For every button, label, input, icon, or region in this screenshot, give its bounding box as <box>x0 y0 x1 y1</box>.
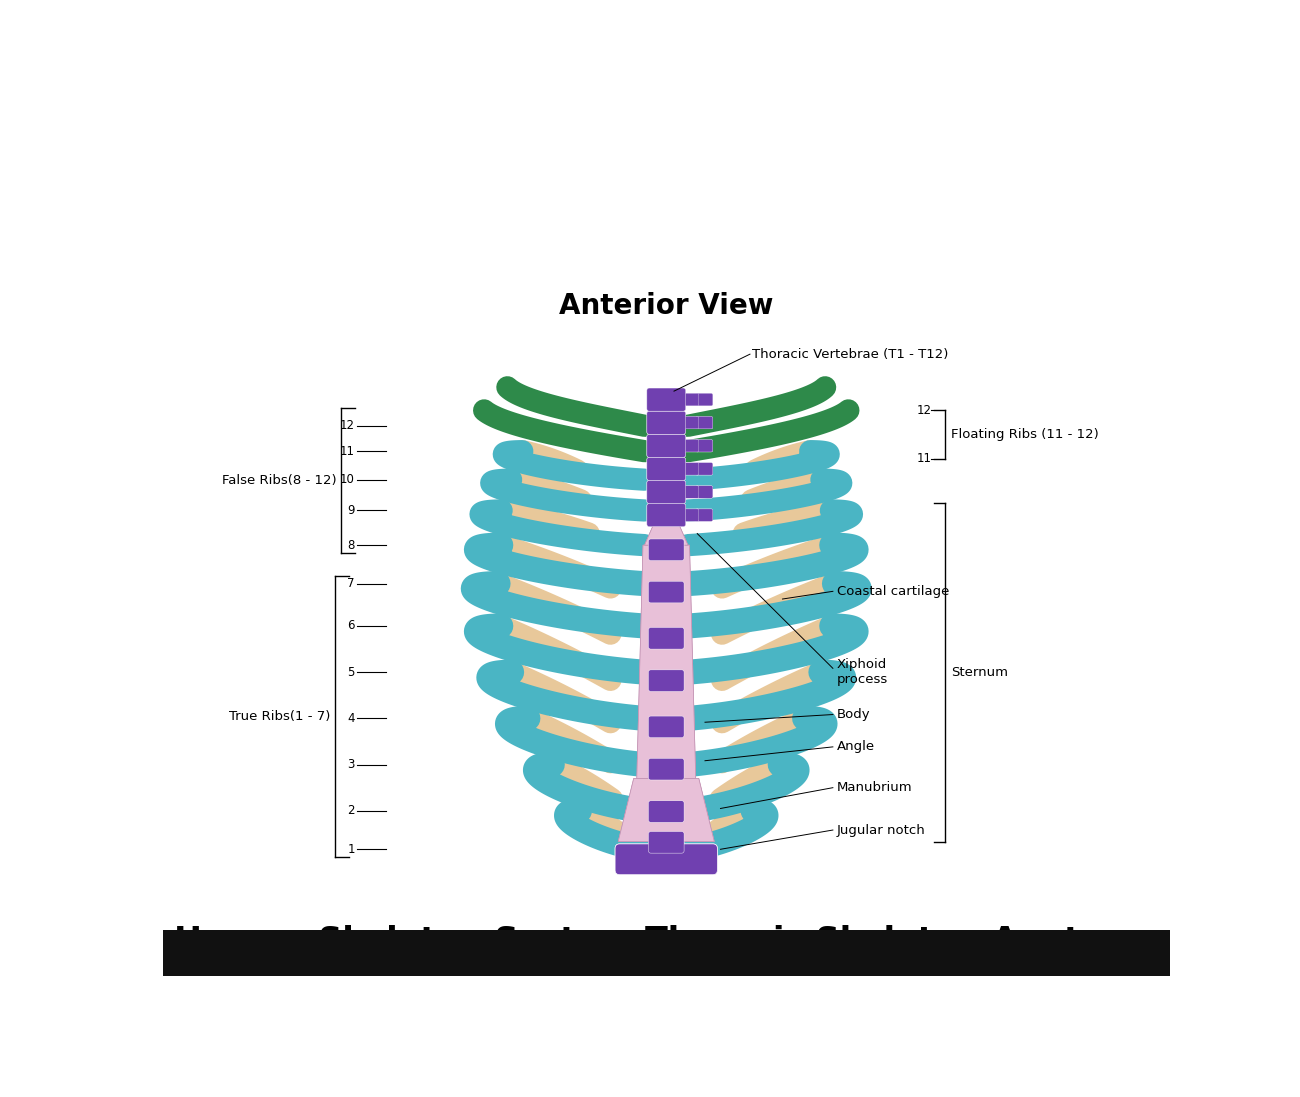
Text: 3: 3 <box>347 758 355 771</box>
FancyBboxPatch shape <box>649 716 684 737</box>
FancyBboxPatch shape <box>647 388 685 411</box>
FancyBboxPatch shape <box>681 509 699 521</box>
Text: 6: 6 <box>347 620 355 633</box>
Text: 4: 4 <box>347 712 355 725</box>
FancyBboxPatch shape <box>696 394 712 406</box>
FancyBboxPatch shape <box>681 417 699 429</box>
FancyBboxPatch shape <box>696 509 712 521</box>
Text: 5: 5 <box>347 666 355 679</box>
Text: Thoracic Vertebrae (T1 - T12): Thoracic Vertebrae (T1 - T12) <box>751 348 948 361</box>
FancyBboxPatch shape <box>647 388 685 411</box>
FancyBboxPatch shape <box>681 394 699 406</box>
FancyBboxPatch shape <box>647 504 685 527</box>
Polygon shape <box>645 502 688 545</box>
FancyBboxPatch shape <box>649 716 684 737</box>
FancyBboxPatch shape <box>696 463 712 475</box>
FancyBboxPatch shape <box>696 440 712 452</box>
FancyBboxPatch shape <box>681 440 699 452</box>
Text: 8: 8 <box>347 539 355 552</box>
Text: True Ribs(1 - 7): True Ribs(1 - 7) <box>229 710 330 723</box>
FancyBboxPatch shape <box>647 411 685 434</box>
FancyBboxPatch shape <box>649 581 684 603</box>
FancyBboxPatch shape <box>649 832 684 853</box>
Text: Xiphoid
process: Xiphoid process <box>837 658 888 687</box>
FancyBboxPatch shape <box>696 486 712 498</box>
Text: Human Skeleton System Thoracic Skeleton Anatomy: Human Skeleton System Thoracic Skeleton … <box>174 925 1158 958</box>
FancyBboxPatch shape <box>647 480 685 504</box>
FancyBboxPatch shape <box>649 627 684 649</box>
FancyBboxPatch shape <box>649 670 684 691</box>
Text: 10: 10 <box>339 473 355 486</box>
Text: Jugular notch: Jugular notch <box>837 824 926 837</box>
Polygon shape <box>645 502 688 545</box>
Text: Floating Ribs (11 - 12): Floating Ribs (11 - 12) <box>952 428 1100 441</box>
FancyBboxPatch shape <box>681 440 699 452</box>
Text: 7: 7 <box>347 577 355 590</box>
Text: 11: 11 <box>339 444 355 457</box>
FancyBboxPatch shape <box>696 486 712 498</box>
Text: 1: 1 <box>347 842 355 856</box>
FancyBboxPatch shape <box>649 832 684 853</box>
FancyBboxPatch shape <box>649 539 684 561</box>
FancyBboxPatch shape <box>615 844 718 874</box>
FancyBboxPatch shape <box>647 504 685 527</box>
Text: Coastal cartilage: Coastal cartilage <box>837 585 949 598</box>
FancyBboxPatch shape <box>649 670 684 691</box>
Text: False Ribs(8 - 12): False Ribs(8 - 12) <box>222 474 337 487</box>
Text: Body: Body <box>837 708 871 721</box>
Polygon shape <box>637 545 696 779</box>
FancyBboxPatch shape <box>696 417 712 429</box>
FancyBboxPatch shape <box>647 457 685 480</box>
Text: 12: 12 <box>339 419 355 432</box>
FancyBboxPatch shape <box>681 509 699 521</box>
FancyBboxPatch shape <box>696 394 712 406</box>
FancyBboxPatch shape <box>681 463 699 475</box>
FancyBboxPatch shape <box>647 434 685 457</box>
Text: 9: 9 <box>347 504 355 517</box>
FancyBboxPatch shape <box>696 417 712 429</box>
Text: Manubrium: Manubrium <box>837 781 913 794</box>
FancyBboxPatch shape <box>681 417 699 429</box>
FancyBboxPatch shape <box>649 758 684 780</box>
FancyBboxPatch shape <box>681 486 699 498</box>
Text: 2: 2 <box>347 804 355 817</box>
Text: 12: 12 <box>916 404 931 417</box>
FancyBboxPatch shape <box>696 509 712 521</box>
FancyBboxPatch shape <box>647 411 685 434</box>
Text: Sternum: Sternum <box>952 666 1009 679</box>
FancyBboxPatch shape <box>681 486 699 498</box>
Polygon shape <box>637 545 696 779</box>
FancyBboxPatch shape <box>649 801 684 823</box>
FancyBboxPatch shape <box>681 463 699 475</box>
Text: Anterior View: Anterior View <box>559 293 774 320</box>
Text: Angle: Angle <box>837 740 875 754</box>
FancyBboxPatch shape <box>649 539 684 561</box>
FancyBboxPatch shape <box>615 844 718 874</box>
Polygon shape <box>619 779 714 841</box>
FancyBboxPatch shape <box>649 801 684 823</box>
Bar <box>162 930 1170 976</box>
FancyBboxPatch shape <box>649 581 684 603</box>
FancyBboxPatch shape <box>649 758 684 780</box>
FancyBboxPatch shape <box>647 434 685 457</box>
FancyBboxPatch shape <box>681 394 699 406</box>
FancyBboxPatch shape <box>696 463 712 475</box>
Polygon shape <box>619 779 714 841</box>
Text: 11: 11 <box>916 452 931 465</box>
FancyBboxPatch shape <box>696 440 712 452</box>
FancyBboxPatch shape <box>647 480 685 504</box>
FancyBboxPatch shape <box>647 457 685 480</box>
FancyBboxPatch shape <box>649 627 684 649</box>
